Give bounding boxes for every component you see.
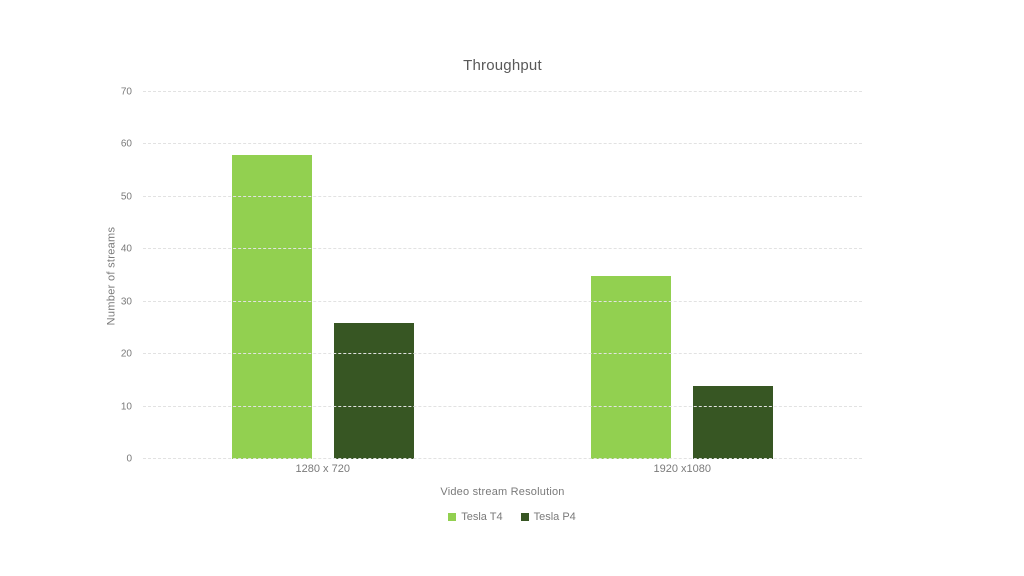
legend-item-tesla-p4: Tesla P4 xyxy=(520,511,576,523)
y-tick-label: 50 xyxy=(120,191,132,203)
legend-label: Tesla P4 xyxy=(533,511,576,523)
x-tick-label: 1920 x1080 xyxy=(653,463,712,475)
gridline xyxy=(143,353,862,355)
x-axis-title: Video stream Resolution xyxy=(440,486,565,498)
bar-tesla-p4 xyxy=(693,385,774,459)
y-tick-label: 10 xyxy=(120,401,132,413)
gridline xyxy=(143,91,862,92)
legend-item-tesla-t4: Tesla T4 xyxy=(448,511,503,523)
bar-tesla-t4 xyxy=(231,154,312,459)
legend-label: Tesla T4 xyxy=(461,511,503,523)
x-axis-labels: 1280 x 720 1920 x1080 xyxy=(143,463,862,475)
legend-swatch-icon xyxy=(520,513,529,521)
plot-area xyxy=(143,91,862,459)
gridline xyxy=(143,143,862,145)
bar-tesla-t4 xyxy=(591,275,672,459)
gridline xyxy=(143,405,862,407)
y-tick-label: 30 xyxy=(120,296,132,308)
x-tick-label: 1280 x 720 xyxy=(295,463,350,475)
chart-title: Throughput xyxy=(463,57,542,74)
gridline xyxy=(143,300,862,302)
y-tick-label: 40 xyxy=(120,243,132,255)
legend-swatch-icon xyxy=(448,513,457,521)
legend: Tesla T4 Tesla P4 xyxy=(0,511,1024,523)
y-tick-label: 70 xyxy=(120,86,132,98)
gridline xyxy=(143,195,862,197)
gridline xyxy=(143,458,862,459)
y-tick-label: 0 xyxy=(126,453,132,465)
bars-row xyxy=(143,92,862,459)
gridline xyxy=(143,248,862,250)
y-axis: 0 10 20 30 40 50 60 70 xyxy=(0,87,136,465)
category-group xyxy=(143,92,503,459)
bar-tesla-p4 xyxy=(333,322,414,459)
y-tick-label: 60 xyxy=(120,138,132,150)
category-group xyxy=(503,92,863,459)
y-tick-label: 20 xyxy=(120,348,132,360)
